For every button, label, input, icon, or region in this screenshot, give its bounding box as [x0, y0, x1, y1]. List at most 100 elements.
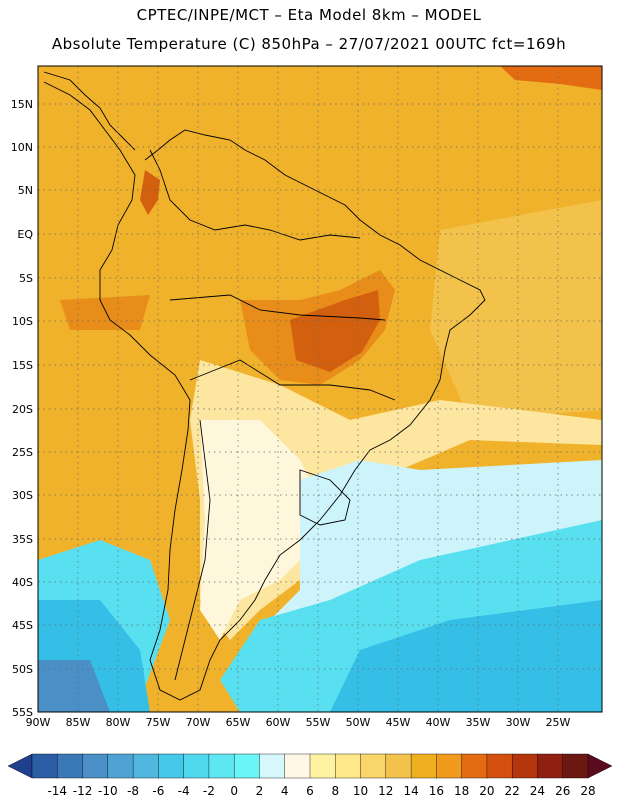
colorbar-cell	[360, 753, 387, 779]
field-extreme-brazil	[290, 290, 380, 372]
lon-label: 70W	[186, 716, 211, 729]
border-north	[149, 149, 361, 241]
lat-label: 40S	[12, 576, 33, 589]
colorbar-label: 26	[555, 784, 570, 798]
colorbar-cell	[132, 753, 159, 779]
south-america-outline	[43, 81, 486, 701]
colorbar-label: -10	[98, 784, 118, 798]
lat-label: 20S	[12, 403, 33, 416]
colorbar-label: 8	[331, 784, 339, 798]
colorbar-cell	[57, 753, 84, 779]
lon-label: 80W	[106, 716, 131, 729]
colorbar-label: 4	[281, 784, 289, 798]
colorbar-label: 18	[454, 784, 469, 798]
colorbar-cell	[562, 753, 589, 779]
colorbar-label: 2	[256, 784, 264, 798]
colorbar-label: 12	[378, 784, 393, 798]
colorbar-cell	[31, 753, 58, 779]
field-warm-band	[190, 360, 602, 640]
temperature-field	[38, 66, 602, 712]
colorbar-label: -12	[73, 784, 93, 798]
border-south-brazil	[189, 359, 396, 401]
lat-label: 35S	[12, 533, 33, 546]
colorbar-labels: -14 -12 -10 -8 -6 -4 -2 0 2 4 6 8 10 12 14 16 18 20 22 24 26…	[47, 784, 595, 798]
coastlines	[43, 71, 486, 701]
colorbar-cell	[335, 753, 362, 779]
colorbar-label: 22	[505, 784, 520, 798]
field-colder-sw	[38, 660, 110, 712]
lon-label: 85W	[66, 716, 91, 729]
colorbar-cell	[385, 753, 412, 779]
lat-label: 5S	[19, 272, 33, 285]
colorbar-label: 20	[479, 784, 494, 798]
colorbar-arrow-left	[7, 753, 33, 779]
colorbar-cell	[486, 753, 513, 779]
colorbar-cell	[259, 753, 286, 779]
lon-label: 55W	[306, 716, 331, 729]
lon-label: 50W	[346, 716, 371, 729]
colorbar-cell	[208, 753, 235, 779]
colorbar-label: -4	[178, 784, 190, 798]
field-hot-colombia	[140, 170, 160, 215]
map-frame	[37, 65, 603, 713]
colorbar-cell	[309, 753, 336, 779]
field-cold-se	[330, 600, 602, 712]
lat-label: 10S	[12, 315, 33, 328]
colorbar-label: 6	[306, 784, 314, 798]
field-warm-east	[430, 200, 602, 420]
lat-label: 15N	[11, 98, 33, 111]
lon-label: 60W	[266, 716, 291, 729]
colorbar-cell	[537, 753, 564, 779]
colorbar-cell	[233, 753, 260, 779]
colorbar-label: 28	[580, 784, 595, 798]
colorbar-cell	[183, 753, 210, 779]
colorbar-label: 16	[429, 784, 444, 798]
lon-label: 65W	[226, 716, 251, 729]
field-hot-peru	[60, 295, 150, 330]
colorbar-cell	[158, 753, 185, 779]
colorbar-label: 0	[230, 784, 238, 798]
lat-label: 45S	[12, 619, 33, 632]
colorbar-cell	[107, 753, 134, 779]
border-chile-argentina	[174, 419, 211, 681]
lat-label: 10N	[11, 141, 33, 154]
lat-label: 55S	[12, 706, 33, 719]
lon-label: 90W	[26, 716, 51, 729]
latitude-labels: 15N 10N 5N EQ 5S 10S 15S 20S 25S 30S 35S…	[11, 98, 34, 719]
lon-label: 30W	[506, 716, 531, 729]
colorbar-cell	[410, 753, 437, 779]
colorbar-label: 24	[530, 784, 545, 798]
colorbar-label: -2	[203, 784, 215, 798]
colorbar-cell	[511, 753, 538, 779]
lon-label: 40W	[426, 716, 451, 729]
uruguay-outline	[299, 469, 351, 526]
colorbar-cell	[82, 753, 109, 779]
lat-label: 25S	[12, 446, 33, 459]
field-mild-patagonia	[200, 420, 320, 640]
colorbar-label: -14	[47, 784, 67, 798]
longitude-labels: 90W 85W 80W 75W 70W 65W 60W 55W 50W 45W …	[26, 716, 571, 729]
colorbar-cell	[461, 753, 488, 779]
colorbar-cell	[436, 753, 463, 779]
lon-label: 35W	[466, 716, 491, 729]
colorbar-label: 10	[353, 784, 368, 798]
colorbar-label: 14	[403, 784, 418, 798]
colorbar-cell	[284, 753, 311, 779]
lat-label: 50S	[12, 663, 33, 676]
border-brazil-bolivia	[169, 294, 386, 321]
lat-label: 15S	[12, 359, 33, 372]
colorbar-cells	[31, 753, 589, 779]
central-america-outline	[43, 71, 136, 151]
grid-lines	[38, 66, 602, 712]
lat-label: 30S	[12, 489, 33, 502]
colorbar-label: -6	[152, 784, 164, 798]
title-line-2: Absolute Temperature (C) 850hPa – 27/07/…	[51, 35, 567, 53]
lat-label: EQ	[17, 228, 33, 241]
field-hot-ne	[500, 66, 602, 90]
lon-label: 75W	[146, 716, 171, 729]
title-line-1: CPTEC/INPE/MCT – Eta Model 8km – MODEL	[136, 6, 482, 24]
lon-label: 45W	[386, 716, 411, 729]
lon-label: 25W	[546, 716, 571, 729]
colorbar-label: -8	[127, 784, 139, 798]
lat-label: 5N	[18, 184, 33, 197]
